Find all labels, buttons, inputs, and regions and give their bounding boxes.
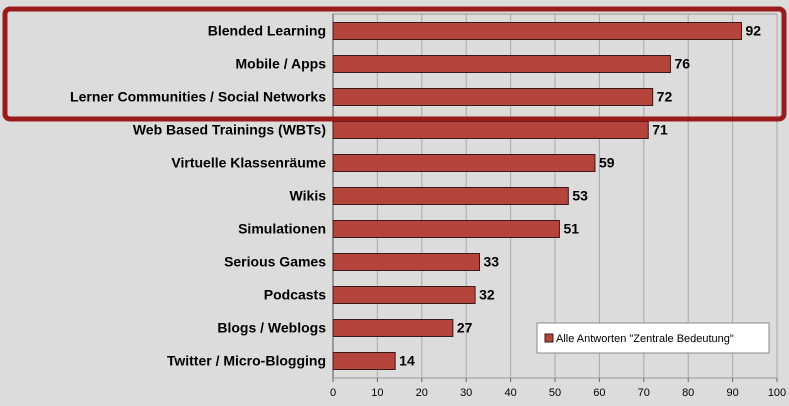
y-tick-label: Web Based Trainings (WBTs) xyxy=(133,122,326,138)
x-tick-label: 10 xyxy=(371,387,383,399)
bar xyxy=(332,154,596,172)
x-tick-label: 30 xyxy=(460,387,472,399)
data-label: 72 xyxy=(657,89,673,105)
x-tick-label: 40 xyxy=(504,387,516,399)
x-tick-label: 90 xyxy=(726,387,738,399)
highlight-box xyxy=(2,6,787,122)
y-tick-label: Lerner Communities / Social Networks xyxy=(70,89,326,105)
data-label: 27 xyxy=(457,320,473,336)
legend-swatch xyxy=(544,333,554,343)
y-tick-label: Serious Games xyxy=(224,254,326,270)
data-label: 53 xyxy=(572,188,588,204)
data-label: 92 xyxy=(745,23,761,39)
y-tick-label: Blended Learning xyxy=(208,23,326,39)
x-tick-label: 70 xyxy=(638,387,650,399)
bar xyxy=(332,319,454,337)
legend: Alle Antworten "Zentrale Bedeutung" xyxy=(536,322,770,354)
x-tick-label: 50 xyxy=(549,387,561,399)
bar xyxy=(332,121,649,139)
legend-label: Alle Antworten "Zentrale Bedeutung" xyxy=(556,333,734,345)
bar xyxy=(332,253,481,271)
x-tick-label: 60 xyxy=(593,387,605,399)
data-label: 32 xyxy=(479,287,495,303)
x-tick-label: 20 xyxy=(416,387,428,399)
x-tick-label: 100 xyxy=(768,387,786,399)
bar xyxy=(332,187,569,205)
y-tick-label: Mobile / Apps xyxy=(236,56,327,72)
y-tick-label: Wikis xyxy=(290,188,327,204)
bars: 92 76 72 71 59 53 51 33 32 27 14 xyxy=(332,22,761,370)
data-label: 71 xyxy=(652,122,668,138)
data-label: 76 xyxy=(674,56,690,72)
y-tick-label: Blogs / Weblogs xyxy=(217,320,326,336)
y-tick-label: Podcasts xyxy=(264,287,326,303)
data-label: 59 xyxy=(599,155,615,171)
y-tick-label: Virtuelle Klassenräume xyxy=(171,155,326,171)
y-tick-label: Twitter / Micro-Blogging xyxy=(167,353,326,369)
bar xyxy=(332,286,476,304)
data-label: 14 xyxy=(399,353,415,369)
y-tick-label: Simulationen xyxy=(238,221,326,237)
bar xyxy=(332,352,396,370)
legend-box xyxy=(536,322,770,354)
data-label: 51 xyxy=(563,221,579,237)
bar xyxy=(332,55,671,73)
bar xyxy=(332,22,742,40)
data-label: 33 xyxy=(484,254,500,270)
bar xyxy=(332,88,654,106)
bar xyxy=(332,220,560,238)
x-tick-label: 80 xyxy=(682,387,694,399)
x-tick-label: 0 xyxy=(330,387,336,399)
